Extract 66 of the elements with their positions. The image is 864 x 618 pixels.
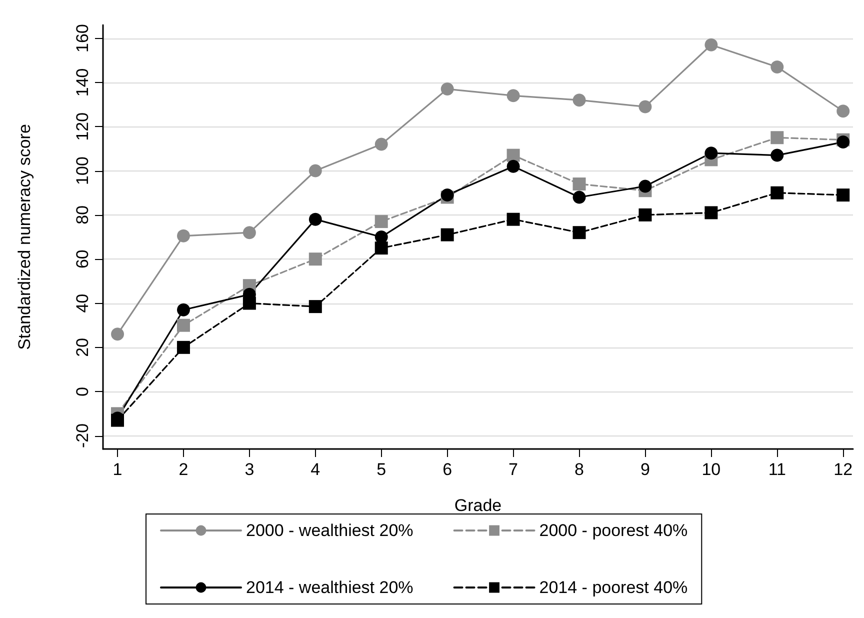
x-tick-label: 3 bbox=[244, 460, 254, 479]
point bbox=[176, 318, 190, 332]
point bbox=[374, 138, 388, 151]
x-tick-label: 12 bbox=[834, 460, 853, 479]
y-tick-label: 80 bbox=[73, 205, 92, 224]
point bbox=[308, 252, 322, 266]
legend-label: 2000 - wealthiest 20% bbox=[246, 521, 414, 540]
point bbox=[506, 148, 520, 162]
point bbox=[440, 82, 454, 96]
point bbox=[506, 160, 520, 173]
point bbox=[704, 38, 718, 52]
point bbox=[374, 215, 388, 228]
point bbox=[704, 206, 718, 220]
point bbox=[770, 186, 784, 200]
y-tick-label: 160 bbox=[73, 24, 92, 52]
point bbox=[638, 208, 652, 222]
x-tick-label: 2 bbox=[178, 460, 188, 479]
point bbox=[572, 178, 586, 190]
point bbox=[770, 148, 784, 162]
x-tick-label: 1 bbox=[112, 460, 122, 479]
y-tick-label: -20 bbox=[73, 423, 92, 448]
point bbox=[308, 300, 322, 314]
x-tick-label: 7 bbox=[508, 460, 518, 479]
point bbox=[836, 188, 850, 202]
point bbox=[638, 100, 652, 114]
point bbox=[506, 212, 520, 226]
x-tick-label: 4 bbox=[310, 460, 320, 479]
x-tick-label: 9 bbox=[640, 460, 650, 479]
y-tick-label: 140 bbox=[73, 68, 92, 97]
y-axis-title: Standardized numeracy score bbox=[15, 124, 34, 350]
point bbox=[176, 340, 190, 354]
y-tick-label: 60 bbox=[73, 250, 92, 269]
point bbox=[836, 136, 850, 149]
point bbox=[176, 229, 190, 242]
legend-label: 2014 - poorest 40% bbox=[539, 578, 688, 597]
point bbox=[308, 164, 322, 178]
x-axis-title: Grade bbox=[454, 496, 502, 515]
point bbox=[242, 296, 256, 310]
y-tick-label: 120 bbox=[73, 112, 92, 141]
point bbox=[242, 226, 256, 240]
point bbox=[308, 212, 322, 226]
y-tick-label: 40 bbox=[73, 294, 92, 313]
point bbox=[836, 104, 850, 118]
x-tick-label: 6 bbox=[442, 460, 452, 479]
x-tick-label: 10 bbox=[702, 460, 721, 479]
x-tick-label: 11 bbox=[768, 460, 786, 479]
point bbox=[176, 303, 190, 316]
point bbox=[638, 180, 652, 193]
x-tick-label: 8 bbox=[574, 460, 584, 479]
point bbox=[572, 226, 586, 240]
point bbox=[572, 190, 586, 204]
x-tick-label: 5 bbox=[376, 460, 386, 479]
y-tick-label: 0 bbox=[73, 386, 92, 396]
point bbox=[770, 60, 784, 74]
point bbox=[572, 94, 586, 107]
point bbox=[704, 146, 718, 160]
point bbox=[374, 242, 388, 255]
point bbox=[506, 89, 520, 102]
legend-label: 2014 - wealthiest 20% bbox=[246, 578, 414, 597]
point bbox=[440, 228, 454, 242]
point bbox=[770, 131, 784, 144]
point bbox=[374, 230, 388, 244]
y-tick-label: 100 bbox=[73, 156, 92, 185]
point bbox=[111, 328, 124, 341]
legend-label: 2000 - poorest 40% bbox=[539, 521, 688, 540]
y-tick-label: 20 bbox=[73, 338, 92, 357]
